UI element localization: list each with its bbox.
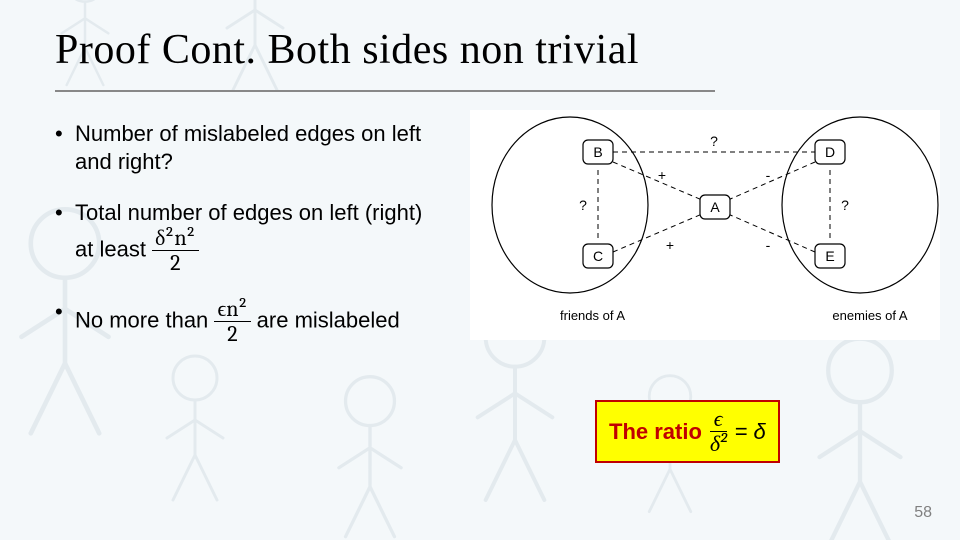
friends-enemies-diagram: ? ? ? + + - - B C D E A friends of A en xyxy=(470,110,940,340)
node-D-label: D xyxy=(825,144,835,160)
ratio-label: The ratio xyxy=(609,419,702,445)
edge-label-q: ? xyxy=(841,197,849,213)
bullet-3-suffix: are mislabeled xyxy=(251,307,400,332)
edge-C-A xyxy=(613,214,702,252)
bullet-2: Total number of edges on left (right) at… xyxy=(55,199,445,274)
friends-ellipse xyxy=(492,117,648,293)
ratio-fraction: ϵ δ² xyxy=(710,408,727,455)
frac-den: 2 xyxy=(152,251,199,274)
bullet-1-text: Number of mislabeled edges on left and r… xyxy=(75,121,421,174)
edge-A-E xyxy=(728,214,815,252)
enemies-caption: enemies of A xyxy=(832,308,907,323)
slide-title: Proof Cont. Both sides non trivial xyxy=(55,26,639,74)
bullet-1: Number of mislabeled edges on left and r… xyxy=(55,120,445,175)
enemies-ellipse xyxy=(782,117,938,293)
node-A-label: A xyxy=(710,199,720,215)
frac-den: δ² xyxy=(710,432,727,455)
frac-den: 2 xyxy=(214,322,250,345)
frac-num: δ²n² xyxy=(152,227,199,251)
title-underline xyxy=(55,90,715,92)
friends-caption: friends of A xyxy=(560,308,625,323)
node-E-label: E xyxy=(825,248,834,264)
edge-label-plus: + xyxy=(666,237,674,253)
bullet-2-fraction: δ²n²2 xyxy=(152,227,199,274)
page-number: 58 xyxy=(914,504,932,522)
edge-label-q: ? xyxy=(579,197,587,213)
edge-A-D xyxy=(728,162,815,200)
node-C-label: C xyxy=(593,248,603,264)
edge-label-minus: - xyxy=(766,237,771,253)
slide: Proof Cont. Both sides non trivial Numbe… xyxy=(0,0,960,540)
bullet-list: Number of mislabeled edges on left and r… xyxy=(55,120,445,369)
bullet-3-prefix: No more than xyxy=(75,307,214,332)
bullet-3: No more than ϵn²2 are mislabeled xyxy=(55,298,445,345)
bullet-2-prefix: Total number of edges on left (right) at… xyxy=(75,200,422,261)
bg-person-icon xyxy=(310,370,430,540)
edge-label-minus: - xyxy=(766,167,771,183)
bullet-3-fraction: ϵn²2 xyxy=(214,298,250,345)
ratio-highlight-box: The ratio ϵ δ² = δ xyxy=(595,400,780,463)
ratio-rhs: = δ xyxy=(735,419,766,445)
frac-num: ϵ xyxy=(710,408,727,432)
edge-label-q: ? xyxy=(710,133,718,149)
node-B-label: B xyxy=(593,144,602,160)
bg-person-icon xyxy=(140,350,250,530)
frac-num: ϵn² xyxy=(214,298,250,322)
edge-label-plus: + xyxy=(658,167,666,183)
